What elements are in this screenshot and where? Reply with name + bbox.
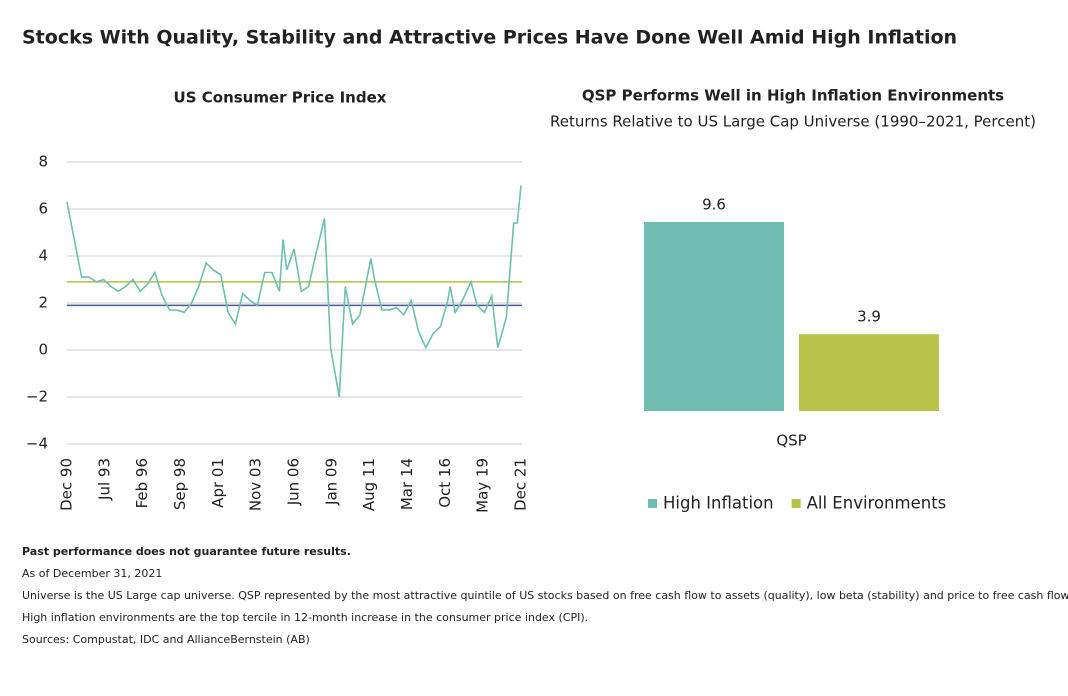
- y-tick-label: 6: [38, 200, 48, 218]
- category-label: QSP: [776, 432, 806, 450]
- x-tick-label: Dec 90: [58, 458, 76, 511]
- x-tick-label: Sep 98: [171, 458, 189, 510]
- value-label: 9.6: [702, 196, 726, 214]
- legend-swatch: [791, 499, 801, 508]
- y-tick-label: 2: [38, 294, 48, 312]
- x-tick-label: Feb 96: [133, 458, 151, 508]
- x-tick-label: Jul 93: [95, 458, 113, 501]
- x-tick-label: Aug 11: [360, 458, 378, 511]
- cpi-line: [66, 185, 522, 398]
- chart-subtitle: Returns Relative to US Large Cap Univers…: [550, 113, 1036, 131]
- x-tick-label: Mar 14: [398, 458, 416, 510]
- chart-title: US Consumer Price Index: [174, 89, 387, 107]
- y-tick-label: 4: [38, 247, 48, 265]
- footnote: As of December 31, 2021: [22, 567, 162, 580]
- bar: [644, 222, 784, 411]
- x-tick-label: Jun 06: [285, 458, 303, 506]
- y-tick-label: 0: [38, 341, 48, 359]
- legend-label: All Environments: [807, 494, 947, 513]
- x-tick-label: Dec 21: [512, 458, 530, 511]
- y-tick-label: 8: [38, 153, 48, 171]
- x-tick-label: Apr 01: [209, 458, 227, 508]
- x-tick-label: Nov 03: [247, 458, 265, 511]
- x-tick-label: Oct 16: [436, 458, 454, 508]
- footnote: Universe is the US Large cap universe. Q…: [22, 589, 1068, 602]
- chart-title: QSP Performs Well in High Inflation Envi…: [582, 87, 1004, 105]
- y-tick-label: −2: [26, 388, 48, 406]
- y-tick-label: −4: [26, 435, 48, 453]
- x-tick-label: May 19: [474, 458, 492, 513]
- legend-label: High Inflation: [663, 494, 774, 513]
- footnote: Sources: Compustat, IDC and AllianceBern…: [22, 633, 310, 646]
- footnote: High inflation environments are the top …: [22, 611, 588, 624]
- x-tick-label: Jan 09: [322, 458, 340, 506]
- value-label: 3.9: [857, 308, 881, 326]
- bar: [799, 334, 939, 411]
- legend-swatch: [648, 499, 657, 508]
- footnote: Past performance does not guarantee futu…: [22, 545, 351, 558]
- page-title: Stocks With Quality, Stability and Attra…: [22, 27, 957, 49]
